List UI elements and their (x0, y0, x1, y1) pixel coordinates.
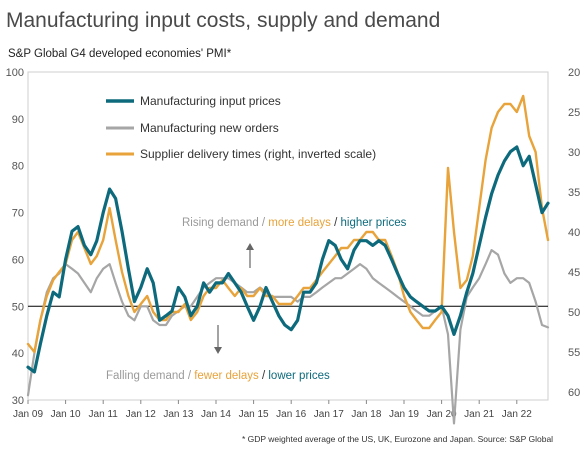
annotation-fewer-delays: fewer delays (194, 370, 259, 382)
x-tick-label: Jan 14 (201, 409, 231, 420)
annotation-higher-prices: higher prices (341, 217, 407, 229)
annotation-rising-sep: / (331, 217, 341, 229)
y-left-tick-label: 40 (12, 348, 24, 360)
series-layer (26, 94, 550, 425)
legend-label-input: Manufacturing input prices (140, 94, 281, 108)
x-tick-label: Jan 09 (13, 409, 43, 420)
y-right-tick-label: 25 (568, 107, 580, 119)
x-tick-label: Jan 10 (51, 409, 81, 420)
series-line-input (26, 145, 550, 374)
footnote: * GDP weighted average of the US, UK, Eu… (242, 434, 553, 444)
annotation-rising-demand: Rising demand / (182, 217, 268, 229)
plot-area: 30 40 50 60 70 80 90 100 20 25 30 35 40 45 50 55 60 Jan… (6, 67, 580, 425)
y-left-tick-label: 50 (12, 301, 24, 313)
y-left-tick-label: 30 (12, 395, 24, 407)
left-axis: 30 40 50 60 70 80 90 100 (6, 67, 24, 407)
x-tick-label: Jan 16 (276, 409, 306, 420)
y-right-tick-label: 60 (568, 387, 580, 399)
y-right-tick-label: 45 (568, 267, 580, 279)
annotation-lower-prices: lower prices (268, 370, 330, 382)
x-tick-label: Jan 18 (351, 409, 381, 420)
y-right-tick-label: 20 (568, 67, 580, 79)
x-tick-label: Jan 15 (239, 409, 269, 420)
legend-label-orders: Manufacturing new orders (140, 121, 279, 135)
y-left-tick-label: 100 (6, 67, 24, 79)
y-left-tick-label: 90 (12, 114, 24, 126)
legend: Manufacturing input prices Manufacturing… (106, 94, 376, 161)
y-left-tick-label: 70 (12, 208, 24, 220)
y-right-tick-label: 30 (568, 147, 580, 159)
plot-frame (27, 71, 549, 401)
annotation-falling-demand: Falling demand / (106, 370, 194, 382)
y-right-tick-label: 55 (568, 347, 580, 359)
annotation-falling: Falling demand / fewer delays / lower pr… (106, 370, 330, 382)
y-right-tick-label: 40 (568, 227, 580, 239)
arrow-down (214, 325, 222, 354)
x-tick-label: Jan 22 (502, 409, 532, 420)
annotation-falling-sep: / (259, 370, 269, 382)
x-tick-label: Jan 19 (389, 409, 419, 420)
y-left-tick-label: 60 (12, 254, 24, 266)
annotation-more-delays: more delays (268, 217, 331, 229)
x-tick-label: Jan 21 (464, 409, 494, 420)
right-axis: 20 25 30 35 40 45 50 55 60 (568, 67, 580, 399)
series-line-delivery (26, 94, 550, 354)
y-left-tick-label: 80 (12, 161, 24, 173)
y-right-tick-label: 35 (568, 187, 580, 199)
annotation-rising: Rising demand / more delays / higher pri… (182, 217, 407, 229)
arrow-up (246, 243, 254, 268)
chart-subtitle: S&P Global G4 developed economies' PMI* (8, 48, 232, 60)
y-right-tick-label: 50 (568, 307, 580, 319)
series-line-orders (26, 249, 550, 425)
x-axis: Jan 09 Jan 10 Jan 11 Jan 12 Jan 13 Jan 14 Jan … (13, 400, 532, 420)
x-tick-label: Jan 13 (163, 409, 193, 420)
x-tick-label: Jan 11 (89, 409, 119, 420)
legend-label-delivery: Supplier delivery times (right, inverted… (140, 147, 376, 161)
x-tick-label: Jan 12 (126, 409, 156, 420)
x-tick-label: Jan 17 (314, 409, 344, 420)
x-tick-label: Jan 20 (427, 409, 457, 420)
chart-title: Manufacturing input costs, supply and de… (6, 9, 440, 32)
